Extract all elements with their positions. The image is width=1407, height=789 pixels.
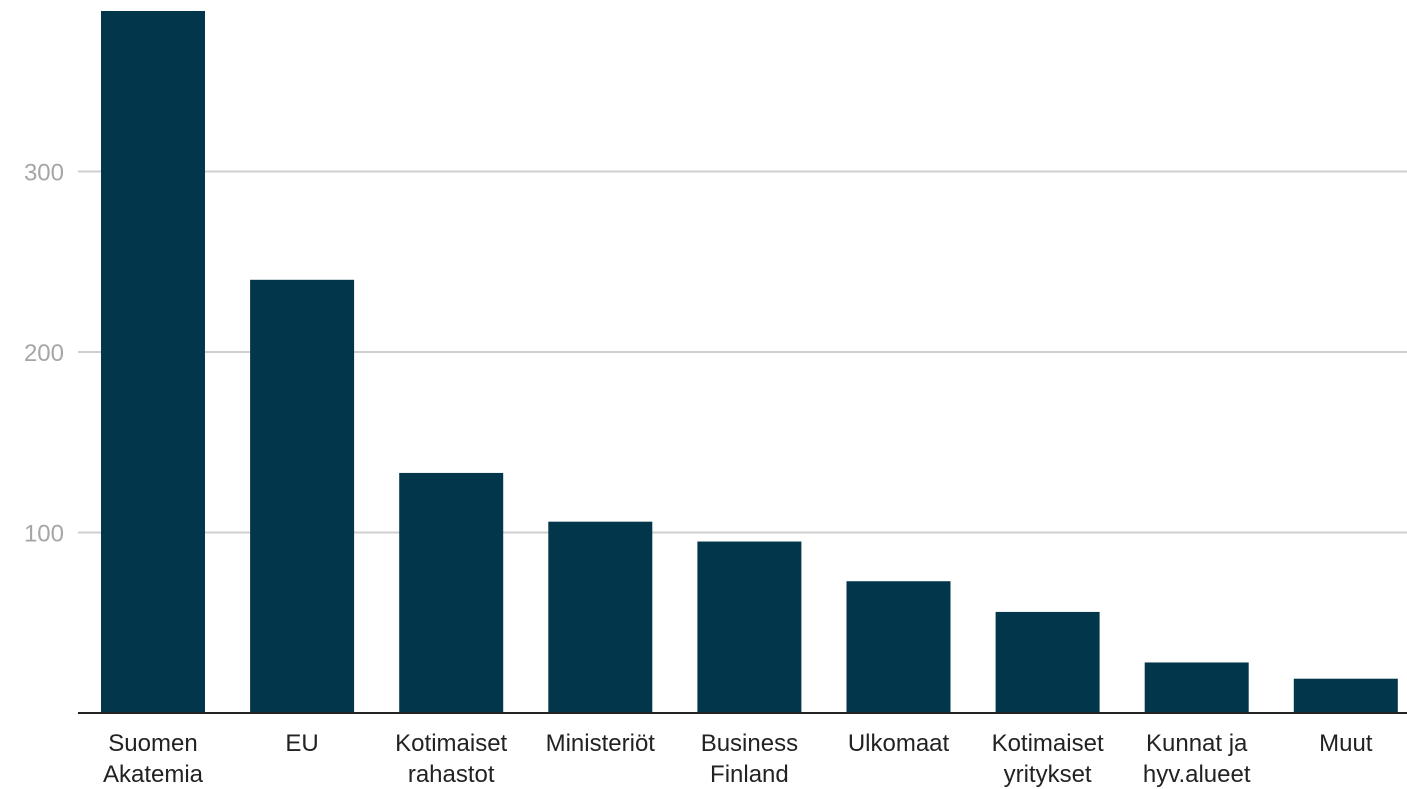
bar: [846, 581, 951, 713]
x-tick-label: Ulkomaat: [848, 730, 950, 757]
x-tick-label: Kunnat ja hyv.alueet: [1143, 730, 1251, 788]
y-tick-label: 200: [24, 340, 64, 367]
x-tick-label-line: Suomen: [108, 730, 197, 757]
bar: [548, 521, 653, 713]
x-tick-label: Suomen Akatemia: [103, 730, 204, 788]
x-tick-label: Kotimaiset rahastot: [395, 730, 507, 788]
x-tick-label-line: yritykset: [1004, 761, 1092, 788]
bar: [101, 11, 205, 713]
x-tick-label-line: hyv.alueet: [1143, 761, 1251, 788]
y-tick-label: 300: [24, 160, 64, 187]
bar: [1293, 678, 1398, 713]
bar: [399, 472, 504, 713]
x-tick-label-line: EU: [285, 730, 318, 757]
bar: [1144, 662, 1249, 713]
x-tick-label: Ministeriöt: [546, 730, 656, 757]
x-tick-label: EU: [285, 730, 318, 757]
x-tick-label-line: Akatemia: [103, 761, 204, 788]
x-tick-label-line: Ulkomaat: [848, 730, 950, 757]
y-tick-labels: 100 200 300: [24, 160, 64, 548]
y-tick-label: 100: [24, 521, 64, 548]
x-tick-label-line: rahastot: [408, 761, 495, 788]
x-tick-label: Business Finland: [701, 730, 798, 788]
x-tick-label: Muut: [1319, 730, 1373, 757]
bars: [101, 11, 1398, 713]
bar: [250, 279, 355, 713]
x-tick-label-line: Kotimaiset: [992, 730, 1104, 757]
x-tick-label-line: Ministeriöt: [546, 730, 656, 757]
x-tick-label-line: Kunnat ja: [1146, 730, 1248, 757]
bar: [697, 541, 802, 713]
x-tick-label-line: Kotimaiset: [395, 730, 507, 757]
x-tick-label-line: Business: [701, 730, 798, 757]
x-tick-label-line: Finland: [710, 761, 789, 788]
x-tick-labels: Suomen Akatemia EU Kotimaiset rahastot Minist…: [103, 730, 1373, 788]
x-tick-label-line: Muut: [1319, 730, 1373, 757]
bar: [995, 611, 1100, 713]
x-tick-label: Kotimaiset yritykset: [992, 730, 1104, 788]
